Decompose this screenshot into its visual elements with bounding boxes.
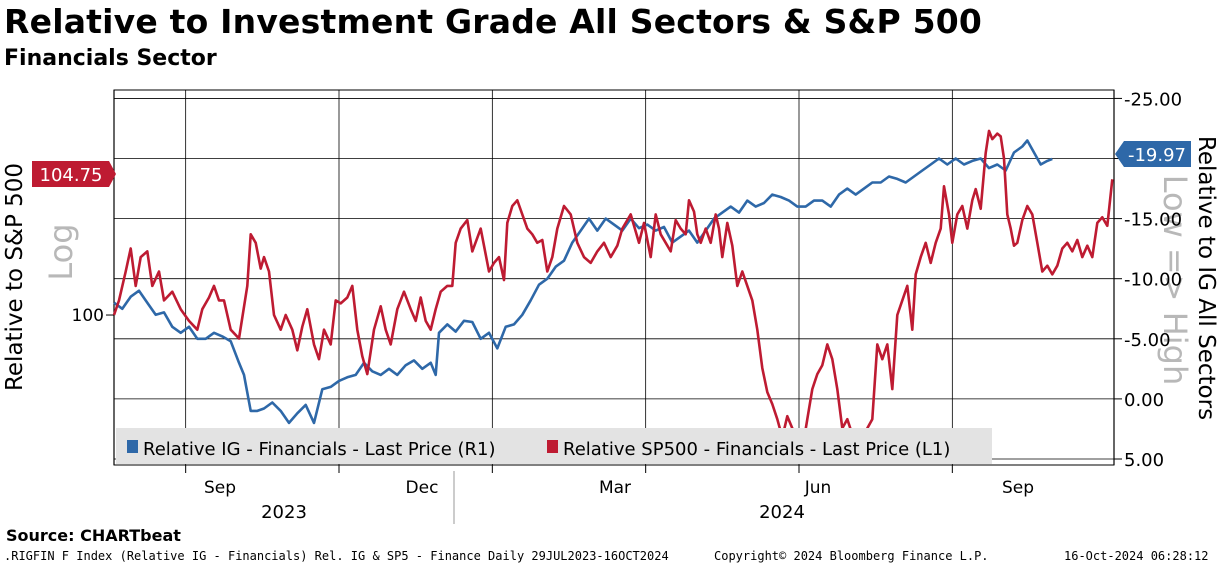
- last-value-flag-right: -19.97: [1115, 141, 1191, 167]
- legend-swatch-red: [547, 440, 558, 453]
- axis-ticks: [106, 97, 1122, 473]
- right-tick-label: -25.00: [1124, 89, 1182, 110]
- x-label-year-2024: 2024: [759, 502, 805, 523]
- left-axis-title: Relative to S&P 500: [2, 163, 28, 391]
- chart-title: Relative to Investment Grade All Sectors…: [4, 2, 983, 41]
- x-label-year-2023: 2023: [261, 502, 307, 523]
- inverted-label: Low => High: [1156, 175, 1194, 386]
- plot-frame: [113, 89, 1115, 466]
- x-axis-labels: Sep Dec Mar Jun Sep 2023 2024: [204, 471, 1034, 524]
- chart-subtitle: Financials Sector: [4, 46, 217, 71]
- series-line-relative-sp500: [112, 129, 1114, 451]
- x-label-mar: Mar: [599, 478, 631, 498]
- last-value-left: 104.75: [40, 165, 103, 186]
- legend-swatch-blue: [127, 440, 138, 453]
- footer-copyright: Copyright© 2024 Bloomberg Finance L.P.: [714, 549, 989, 563]
- footer-timestamp: 16-Oct-2024 06:28:12: [1064, 549, 1209, 563]
- series-line-relative-ig: [113, 139, 1053, 425]
- right-tick-label: 0.00: [1124, 390, 1164, 411]
- left-tick-label: 100: [72, 306, 104, 326]
- last-value-flag-left: 104.75: [32, 161, 116, 187]
- legend-label-sp500: Relative SP500 - Financials - Last Price…: [563, 439, 950, 460]
- legend-label-ig: Relative IG - Financials - Last Price (R…: [143, 439, 496, 460]
- right-tick-label: -15.00: [1124, 210, 1182, 231]
- right-tick-label: -5.00: [1124, 330, 1171, 351]
- footer-index-line: .RIGFIN F Index (Relative IG - Financial…: [4, 549, 669, 563]
- source-label: Source: CHARTbeat: [6, 526, 181, 545]
- right-tick-label: 5.00: [1124, 450, 1164, 471]
- last-value-right: -19.97: [1128, 145, 1186, 166]
- x-label-sep-2023: Sep: [204, 478, 236, 498]
- scale-label: Log: [42, 223, 80, 280]
- right-axis-title: Relative to IG All Sectors: [1193, 136, 1219, 420]
- x-label-jun: Jun: [804, 478, 832, 498]
- x-label-dec: Dec: [406, 478, 439, 498]
- x-label-sep-2024: Sep: [1002, 478, 1034, 498]
- right-tick-label: -10.00: [1124, 270, 1182, 291]
